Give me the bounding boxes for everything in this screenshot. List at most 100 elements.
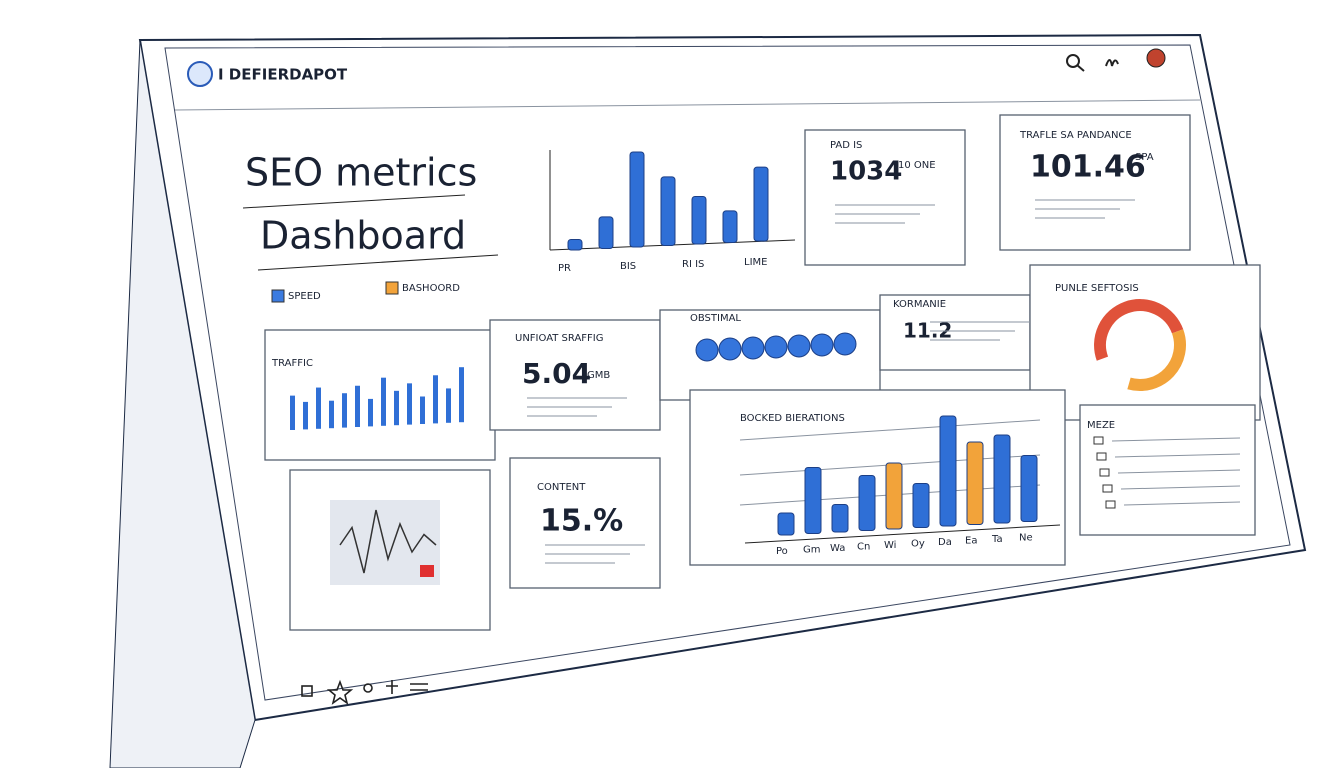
bar xyxy=(459,367,464,423)
x-tick-label: LIME xyxy=(744,257,767,268)
card-value: 1034 xyxy=(830,157,902,187)
bell-icon[interactable] xyxy=(1105,59,1119,67)
dot xyxy=(741,336,765,360)
x-tick-label: PR xyxy=(558,263,571,274)
card xyxy=(264,329,496,461)
card-unit: GMB xyxy=(587,370,610,381)
bar xyxy=(355,385,360,427)
bar xyxy=(1020,455,1038,522)
card-label: PAD IS xyxy=(830,140,862,151)
x-tick-label: Oy xyxy=(911,539,925,550)
bar xyxy=(660,176,676,246)
placeholder-line xyxy=(1120,485,1241,490)
x-tick-label: Wa xyxy=(830,543,845,554)
bar xyxy=(433,375,438,424)
card-label: CONTENT xyxy=(537,482,586,493)
brand-logo[interactable] xyxy=(187,61,213,87)
bar xyxy=(691,196,707,245)
footer-icon[interactable] xyxy=(301,685,313,697)
title-rule xyxy=(257,254,499,271)
x-tick-label: Ea xyxy=(965,536,977,547)
footer-icons xyxy=(301,679,428,705)
bar xyxy=(858,475,876,531)
bar xyxy=(885,462,903,530)
chart-title: BOCKED BIERATIONS xyxy=(740,413,845,424)
bar xyxy=(394,390,399,426)
legend-swatch xyxy=(385,281,399,295)
screen-side xyxy=(109,39,256,768)
bar xyxy=(939,415,957,527)
x-tick-label: Po xyxy=(776,546,788,557)
card-unit: 10 ONE xyxy=(898,160,936,171)
placeholder-line xyxy=(1123,501,1241,506)
x-tick-label: RI IS xyxy=(682,259,704,270)
bar xyxy=(316,387,321,429)
card xyxy=(999,114,1191,251)
dashboard-title: Dashboard xyxy=(260,214,466,258)
card-value: 5.04 xyxy=(522,357,591,390)
dot xyxy=(810,333,834,357)
bar xyxy=(567,238,583,251)
x-tick-label: Gm xyxy=(803,545,821,556)
dot xyxy=(764,335,788,359)
dashboard-title: SEO metrics xyxy=(245,151,477,195)
brand-name: I DEFIERDAPOT xyxy=(218,66,348,84)
header-divider xyxy=(174,99,1201,111)
bar xyxy=(753,166,769,242)
x-tick-label: Ne xyxy=(1019,533,1033,544)
bar xyxy=(722,210,738,243)
footer-icon[interactable] xyxy=(386,680,398,694)
x-tick-label: Wi xyxy=(884,540,896,551)
dot xyxy=(787,334,811,358)
checkbox xyxy=(1099,468,1110,477)
bar xyxy=(777,512,795,536)
footer-icon[interactable] xyxy=(363,683,373,693)
avatar[interactable] xyxy=(1146,48,1166,68)
card-unit: SPA xyxy=(1135,152,1154,163)
bar xyxy=(342,393,347,428)
bar xyxy=(368,398,373,427)
sparkline xyxy=(339,509,437,574)
card xyxy=(489,319,661,431)
checkbox xyxy=(1096,452,1107,461)
card-label: TRAFLE SA PANDANCE xyxy=(1019,130,1132,141)
sparkline-marker xyxy=(420,565,434,577)
placeholder-line xyxy=(1114,453,1241,458)
placeholder-line xyxy=(1117,469,1241,474)
bar xyxy=(420,396,425,424)
title-rule xyxy=(242,194,466,209)
dot xyxy=(695,338,719,362)
card-label: OBSTIMAL xyxy=(690,313,741,324)
bar xyxy=(629,151,645,248)
bar xyxy=(598,216,614,249)
checkbox xyxy=(1093,436,1104,445)
grid-line xyxy=(739,419,1041,441)
card-label: MEZE xyxy=(1087,420,1115,431)
bar xyxy=(329,400,334,429)
bar xyxy=(407,383,412,425)
x-tick-label: Cn xyxy=(857,542,870,553)
footer-icon[interactable] xyxy=(326,679,354,705)
placeholder-line xyxy=(1111,437,1241,442)
bar xyxy=(831,504,849,533)
card-value: 101.46 xyxy=(1030,150,1146,185)
card-label: UNFIOAT SRAFFIG xyxy=(515,333,603,344)
bar xyxy=(912,483,930,528)
donut-segment xyxy=(1094,299,1184,361)
search-icon[interactable] xyxy=(1066,54,1080,68)
donut-segment xyxy=(1127,329,1186,391)
bar xyxy=(381,377,386,426)
x-tick-label: BIS xyxy=(620,261,636,272)
checkbox xyxy=(1105,500,1116,509)
footer-icon[interactable] xyxy=(410,683,428,691)
card-label: TRAFFIC xyxy=(271,358,313,369)
bar xyxy=(993,434,1011,524)
legend-label: BASHOORD xyxy=(402,283,460,294)
dot xyxy=(833,332,857,356)
bar xyxy=(303,401,308,430)
bar xyxy=(290,395,295,430)
legend-swatch xyxy=(271,289,285,303)
card xyxy=(804,129,966,266)
legend-label: SPEED xyxy=(288,291,321,302)
